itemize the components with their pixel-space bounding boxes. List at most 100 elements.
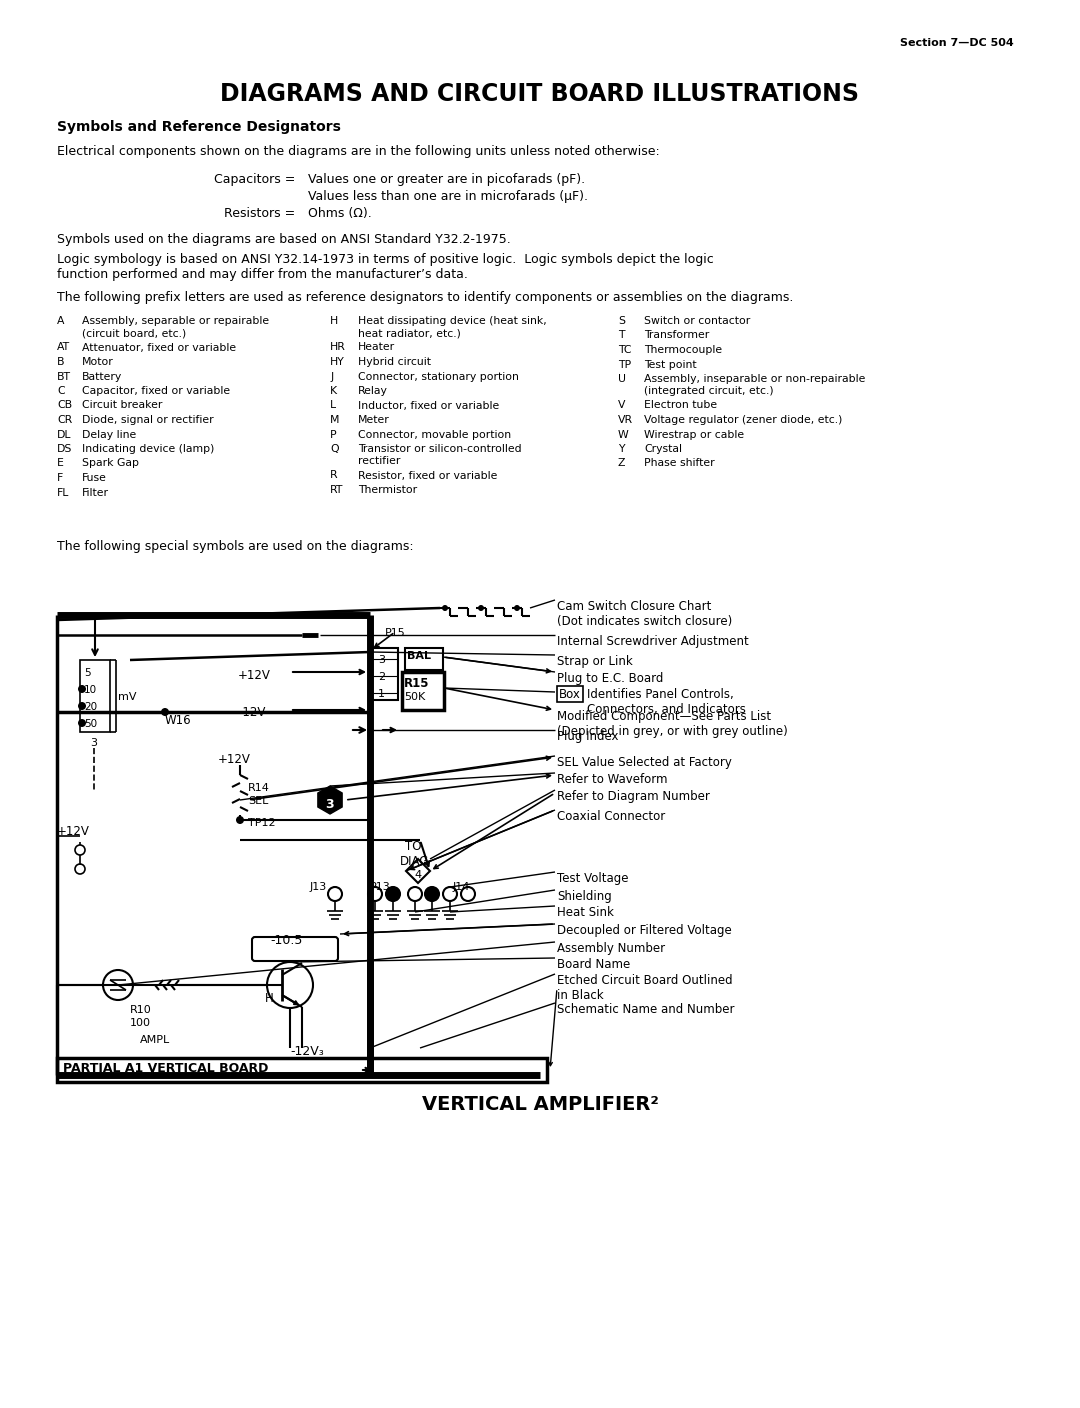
- Text: VR: VR: [618, 415, 633, 425]
- Text: AT: AT: [57, 342, 70, 352]
- Text: FL: FL: [57, 487, 69, 497]
- Text: Y: Y: [618, 444, 624, 453]
- Text: J13: J13: [310, 881, 327, 893]
- Text: K: K: [330, 386, 337, 396]
- Circle shape: [78, 719, 86, 727]
- Bar: [405, 648, 443, 670]
- Text: CR: CR: [57, 415, 72, 425]
- Text: Inductor, fixed or variable: Inductor, fixed or variable: [357, 400, 499, 411]
- Text: E: E: [57, 459, 64, 469]
- Text: Resistors =: Resistors =: [224, 207, 295, 220]
- Text: Assembly, separable or repairable: Assembly, separable or repairable: [82, 315, 269, 327]
- Circle shape: [78, 686, 86, 693]
- Text: The following prefix letters are used as reference designators to identify compo: The following prefix letters are used as…: [57, 291, 794, 304]
- Text: R14: R14: [248, 783, 270, 793]
- Text: 50K: 50K: [404, 691, 426, 703]
- Text: Board Name: Board Name: [557, 957, 631, 972]
- Text: 3: 3: [378, 655, 384, 665]
- Text: Ohms (Ω).: Ohms (Ω).: [308, 207, 372, 220]
- Text: Strap or Link: Strap or Link: [557, 655, 633, 667]
- Text: Decoupled or Filtered Voltage: Decoupled or Filtered Voltage: [557, 924, 732, 936]
- Text: heat radiator, etc.): heat radiator, etc.): [357, 328, 461, 338]
- Text: -12V₃: -12V₃: [291, 1045, 324, 1057]
- Text: rectifier: rectifier: [357, 456, 401, 466]
- Text: Assembly Number: Assembly Number: [557, 942, 665, 955]
- Text: R15: R15: [404, 677, 430, 690]
- Circle shape: [478, 605, 484, 611]
- Text: Symbols and Reference Designators: Symbols and Reference Designators: [57, 120, 341, 134]
- Text: AMPL: AMPL: [140, 1035, 171, 1045]
- Text: H: H: [265, 993, 273, 1005]
- Text: 100: 100: [130, 1018, 151, 1028]
- Text: HY: HY: [330, 358, 345, 367]
- Text: 3: 3: [326, 798, 335, 811]
- Text: Thermocouple: Thermocouple: [644, 345, 723, 355]
- Text: PARTIAL A1 VERTICAL BOARD: PARTIAL A1 VERTICAL BOARD: [63, 1062, 268, 1074]
- Circle shape: [386, 887, 400, 901]
- Text: Filter: Filter: [82, 487, 109, 497]
- Text: Connector, movable portion: Connector, movable portion: [357, 429, 511, 439]
- Text: Logic symbology is based on ANSI Y32.14-1973 in terms of positive logic.  Logic : Logic symbology is based on ANSI Y32.14-…: [57, 253, 714, 266]
- Text: Heat dissipating device (heat sink,: Heat dissipating device (heat sink,: [357, 315, 546, 327]
- Text: Connector, stationary portion: Connector, stationary portion: [357, 372, 518, 382]
- Text: U: U: [618, 375, 626, 384]
- Text: F: F: [57, 473, 64, 483]
- Text: Wirestrap or cable: Wirestrap or cable: [644, 429, 744, 439]
- Text: Fuse: Fuse: [82, 473, 107, 483]
- Text: Meter: Meter: [357, 415, 390, 425]
- Text: 5: 5: [84, 667, 91, 679]
- Text: TC: TC: [618, 345, 632, 355]
- Circle shape: [426, 887, 438, 901]
- Text: Etched Circuit Board Outlined
in Black: Etched Circuit Board Outlined in Black: [557, 974, 732, 1002]
- Text: Assembly, inseparable or non-repairable: Assembly, inseparable or non-repairable: [644, 375, 865, 384]
- Text: 20: 20: [84, 703, 97, 712]
- Text: R10: R10: [130, 1005, 152, 1015]
- Text: (integrated circuit, etc.): (integrated circuit, etc.): [644, 386, 773, 396]
- Text: CB: CB: [57, 400, 72, 411]
- Circle shape: [78, 703, 86, 710]
- Text: J14: J14: [453, 881, 471, 893]
- Text: Voltage regulator (zener diode, etc.): Voltage regulator (zener diode, etc.): [644, 415, 842, 425]
- Text: +12V: +12V: [218, 753, 251, 766]
- Text: P13: P13: [370, 881, 391, 893]
- Text: Delay line: Delay line: [82, 429, 136, 439]
- Text: Section 7—DC 504: Section 7—DC 504: [900, 38, 1014, 48]
- Text: Transistor or silicon-controlled: Transistor or silicon-controlled: [357, 444, 522, 453]
- Text: P15: P15: [384, 628, 406, 638]
- Text: The following special symbols are used on the diagrams:: The following special symbols are used o…: [57, 541, 414, 553]
- Text: BAL: BAL: [407, 650, 431, 660]
- Text: Diode, signal or rectifier: Diode, signal or rectifier: [82, 415, 214, 425]
- Text: Test point: Test point: [644, 359, 697, 369]
- Text: TO: TO: [405, 841, 421, 853]
- Text: Hybrid circuit: Hybrid circuit: [357, 358, 431, 367]
- Text: S: S: [618, 315, 625, 327]
- Text: DIAGRAMS AND CIRCUIT BOARD ILLUSTRATIONS: DIAGRAMS AND CIRCUIT BOARD ILLUSTRATIONS: [220, 82, 860, 106]
- Text: 3: 3: [90, 738, 97, 748]
- Circle shape: [442, 605, 448, 611]
- Bar: [402, 672, 444, 710]
- Bar: [557, 686, 583, 703]
- Text: Refer to Waveform: Refer to Waveform: [557, 773, 667, 786]
- Text: W: W: [618, 429, 629, 439]
- Text: Relay: Relay: [357, 386, 388, 396]
- Text: A: A: [57, 315, 65, 327]
- Text: Capacitor, fixed or variable: Capacitor, fixed or variable: [82, 386, 230, 396]
- Text: Transformer: Transformer: [644, 331, 710, 341]
- Text: Electron tube: Electron tube: [644, 400, 717, 411]
- Text: (circuit board, etc.): (circuit board, etc.): [82, 328, 186, 338]
- Text: Heat Sink: Heat Sink: [557, 905, 613, 919]
- Text: DIAG: DIAG: [400, 855, 430, 867]
- Text: DS: DS: [57, 444, 72, 453]
- Polygon shape: [406, 859, 430, 883]
- Text: BT: BT: [57, 372, 71, 382]
- Text: Attenuator, fixed or variable: Attenuator, fixed or variable: [82, 342, 237, 352]
- Text: L: L: [330, 400, 336, 411]
- Text: Switch or contactor: Switch or contactor: [644, 315, 751, 327]
- Text: Circuit breaker: Circuit breaker: [82, 400, 162, 411]
- Text: TP12: TP12: [248, 818, 275, 828]
- Text: Schematic Name and Number: Schematic Name and Number: [557, 1002, 734, 1017]
- Text: Internal Screwdriver Adjustment: Internal Screwdriver Adjustment: [557, 635, 748, 648]
- Text: Indicating device (lamp): Indicating device (lamp): [82, 444, 214, 453]
- Text: Phase shifter: Phase shifter: [644, 459, 715, 469]
- Text: J: J: [330, 372, 334, 382]
